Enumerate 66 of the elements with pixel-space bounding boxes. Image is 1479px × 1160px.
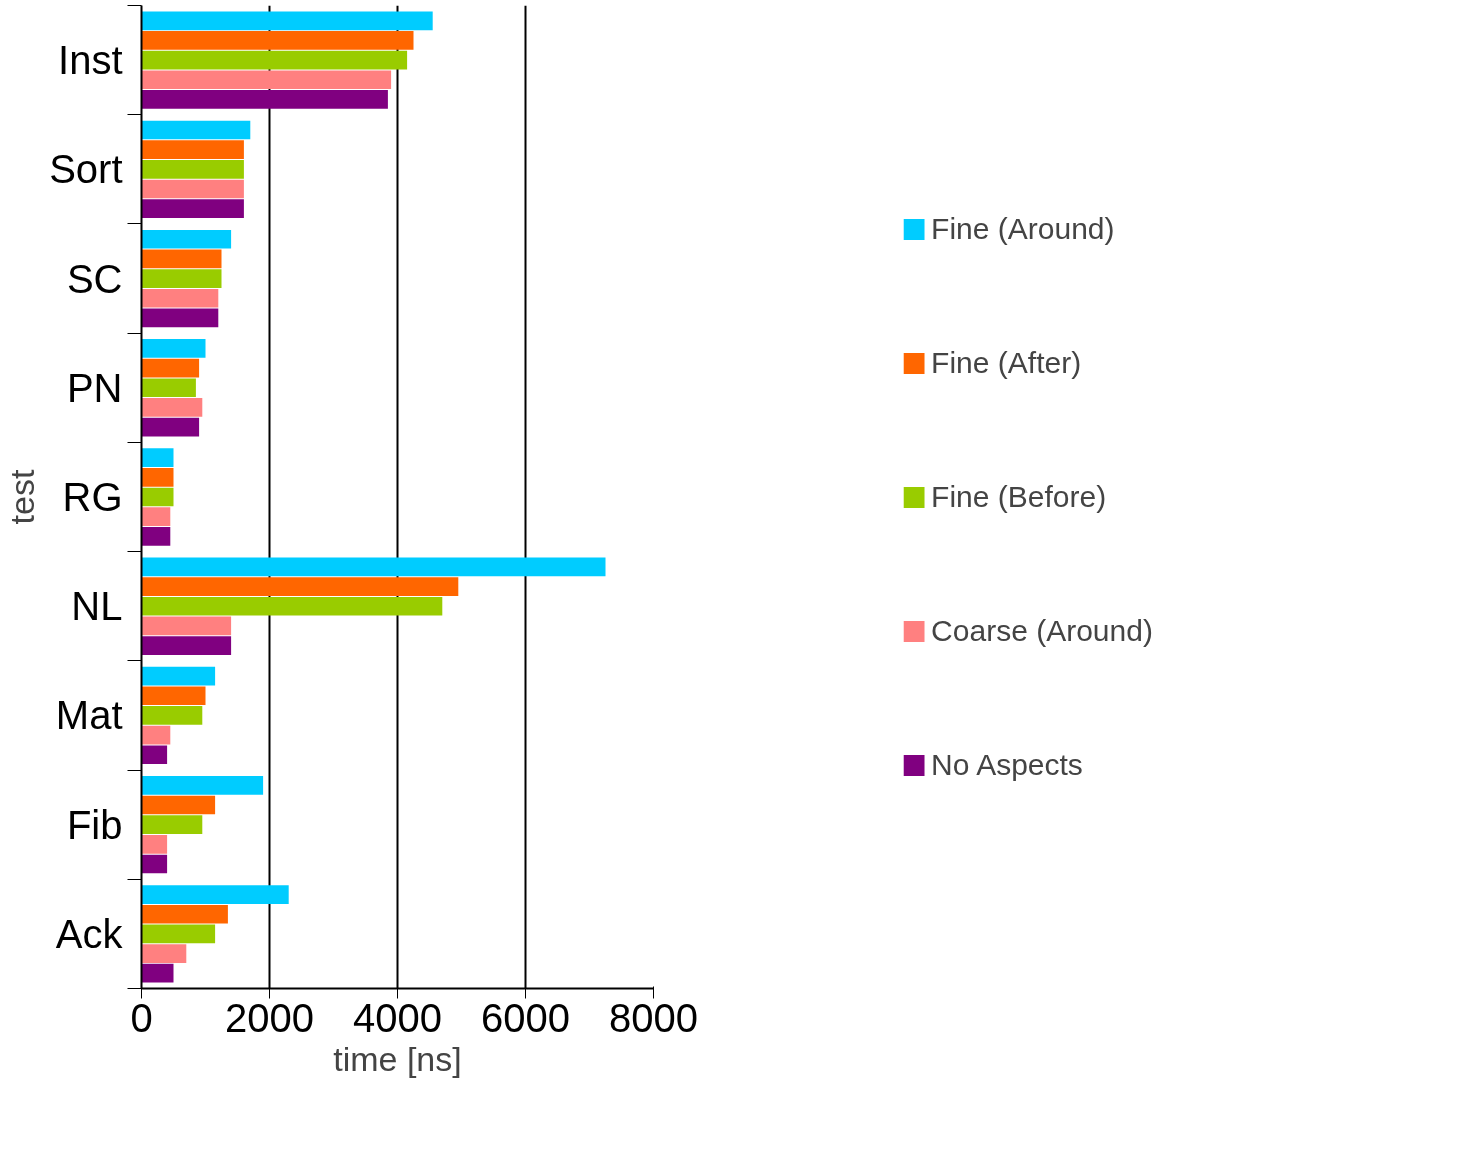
legend-label: Fine (Around) [931, 211, 1115, 246]
y-tick-label: Fib [66, 802, 123, 847]
bar [141, 179, 244, 199]
bar [141, 50, 408, 70]
x-axis-title: time [ns] [333, 1039, 462, 1078]
bar [141, 686, 206, 706]
bar [141, 904, 228, 924]
y-tick-label: Ack [55, 911, 124, 956]
bar [141, 398, 203, 417]
x-tick-label: 2000 [225, 995, 314, 1040]
bar [141, 507, 171, 526]
bar [141, 616, 232, 636]
y-tick-label: SC [66, 256, 123, 301]
bar [141, 339, 206, 358]
bar [141, 378, 196, 398]
bar [141, 90, 388, 109]
y-tick-label: PN [66, 365, 123, 410]
legend-label: Fine (Before) [931, 479, 1107, 514]
bar [141, 199, 244, 218]
bar [141, 448, 174, 468]
bar [141, 706, 203, 725]
legend-label: No Aspects [931, 747, 1083, 782]
bar [141, 229, 232, 249]
bar [141, 854, 168, 874]
bar [141, 468, 174, 487]
bar [141, 745, 168, 765]
legend-label: Coarse (Around) [931, 613, 1153, 648]
bar [141, 636, 232, 655]
x-tick-label: 0 [130, 995, 153, 1040]
bar [141, 666, 216, 686]
bar [141, 815, 203, 835]
bar [141, 725, 171, 745]
bar [141, 417, 200, 437]
bar [141, 140, 244, 160]
bar [141, 557, 606, 577]
bar [141, 269, 222, 288]
y-tick-label: Sort [49, 147, 123, 192]
bar [141, 963, 174, 983]
x-tick-label: 4000 [353, 995, 442, 1040]
x-tick-label: 8000 [609, 995, 698, 1040]
y-axis-title: test [3, 469, 42, 525]
y-tick-label: Mat [55, 693, 123, 738]
legend-label: Fine (After) [931, 345, 1082, 380]
x-tick-label: 6000 [481, 995, 570, 1040]
bar [141, 249, 222, 269]
bar [141, 159, 244, 179]
bar [141, 487, 174, 507]
bar [141, 358, 200, 378]
bar [141, 944, 187, 963]
bar [141, 885, 289, 904]
bar [141, 526, 171, 546]
bar [141, 795, 216, 815]
y-tick-label: NL [71, 584, 123, 629]
y-tick-label: RG [62, 475, 123, 519]
bar [141, 31, 414, 50]
y-tick-label: Inst [58, 38, 123, 83]
bar [141, 834, 168, 854]
bar [141, 120, 251, 140]
bar [141, 924, 216, 944]
bar [141, 308, 219, 328]
bar [141, 577, 459, 596]
bar [141, 288, 219, 308]
bar [141, 776, 264, 795]
bar [141, 70, 392, 90]
bar [141, 596, 443, 616]
bar [141, 11, 433, 31]
